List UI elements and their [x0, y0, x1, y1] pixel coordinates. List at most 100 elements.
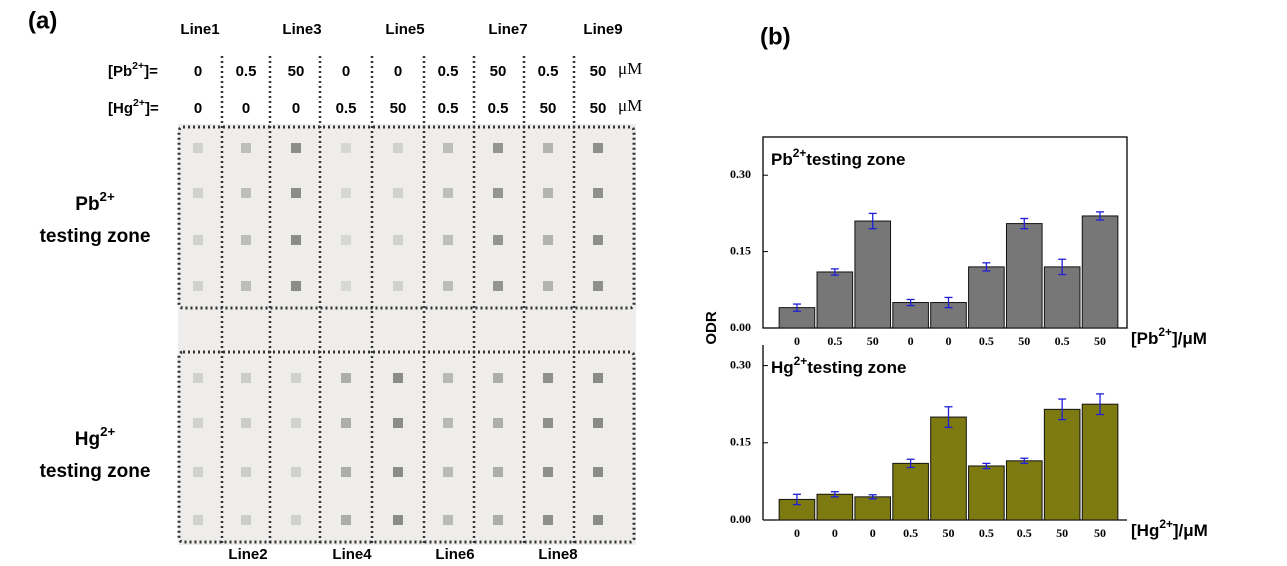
test-spot — [593, 467, 603, 477]
x-tick-label: 50 — [1094, 526, 1106, 540]
test-spot — [393, 373, 403, 383]
concentration: 0 — [194, 100, 202, 117]
x-tick-label: 50 — [1018, 334, 1030, 348]
test-spot — [241, 418, 251, 428]
y-tick-label: 0.15 — [730, 243, 751, 257]
line-label: Line3 — [282, 21, 321, 38]
test-spot — [493, 235, 503, 245]
zone-label: Pb2+ — [75, 189, 115, 215]
bar — [1043, 266, 1081, 329]
test-spot — [593, 515, 603, 525]
test-spot — [241, 467, 251, 477]
text-part: [Hg — [1131, 521, 1159, 540]
test-spot — [593, 281, 603, 291]
bar — [968, 465, 1005, 521]
test-spot — [241, 281, 251, 291]
line-label: Line7 — [488, 21, 527, 38]
error-bar — [868, 212, 877, 230]
test-spot — [291, 235, 301, 245]
test-spot — [193, 515, 203, 525]
superscript: 2+ — [100, 424, 115, 439]
concentration: 0 — [194, 63, 202, 80]
panel-label: (b) — [760, 23, 791, 50]
test-spot — [241, 373, 251, 383]
text-part: testing zone — [807, 358, 906, 377]
test-spot — [291, 418, 301, 428]
test-spot — [443, 373, 453, 383]
concentration: 0.5 — [438, 63, 459, 80]
bar — [892, 302, 929, 329]
test-spot — [393, 418, 403, 428]
chart-title: Pb2+testing zone — [771, 146, 905, 169]
test-spot — [393, 188, 403, 198]
test-spot — [341, 188, 351, 198]
y-axis-label: ODR — [703, 311, 720, 345]
test-spot — [341, 235, 351, 245]
test-spot — [443, 188, 453, 198]
x-axis-label: [Pb2+]/μM — [1131, 325, 1207, 348]
x-tick-label: 0 — [870, 526, 876, 540]
error-bar — [1096, 211, 1105, 221]
superscript: 2+ — [100, 189, 115, 204]
test-spot — [341, 373, 351, 383]
text-part: [Hg — [108, 100, 133, 117]
x-tick-label: 50 — [943, 526, 955, 540]
unit: μM — [618, 96, 642, 115]
test-spot — [291, 143, 301, 153]
concentration: 0.5 — [488, 100, 509, 117]
concentration: 0.5 — [438, 100, 459, 117]
error-bar — [982, 462, 991, 470]
test-spot — [193, 281, 203, 291]
panel-label: (a) — [28, 7, 57, 34]
row-label: [Pb2+]= — [108, 60, 158, 80]
unit: μM — [618, 59, 642, 78]
test-spot — [341, 143, 351, 153]
concentration: 50 — [390, 100, 407, 117]
chart-title: Hg2+testing zone — [771, 354, 906, 377]
strip-background — [178, 124, 636, 545]
x-tick-label: 0.5 — [827, 334, 842, 348]
line-label: Line8 — [538, 546, 577, 563]
test-spot — [493, 515, 503, 525]
test-spot — [291, 467, 301, 477]
test-spot — [443, 143, 453, 153]
zone-label: testing zone — [40, 226, 151, 247]
test-spot — [543, 188, 553, 198]
test-spot — [291, 373, 301, 383]
superscript: 2+ — [1159, 517, 1173, 531]
x-tick-label: 0 — [794, 334, 800, 348]
error-bar — [830, 491, 839, 498]
test-spot — [193, 418, 203, 428]
bar — [854, 220, 892, 329]
test-spot — [593, 188, 603, 198]
test-spot — [593, 143, 603, 153]
y-tick-label: 0.00 — [730, 512, 751, 526]
test-spot — [593, 373, 603, 383]
zone-frame — [177, 350, 636, 544]
concentration: 0 — [342, 63, 350, 80]
text-part: testing zone — [806, 150, 905, 169]
bar — [968, 266, 1005, 329]
concentration: 0.5 — [236, 63, 257, 80]
error-bar — [1096, 393, 1105, 416]
test-spot — [493, 281, 503, 291]
superscript: 2+ — [793, 146, 807, 160]
zone-label: testing zone — [40, 461, 151, 482]
test-spot — [443, 418, 453, 428]
concentration: 50 — [540, 100, 557, 117]
text-part: Hg — [771, 358, 794, 377]
error-bar — [792, 303, 801, 312]
concentration: 0 — [242, 100, 250, 117]
text-part: [Pb — [1131, 329, 1158, 348]
x-tick-label: 0.5 — [903, 526, 918, 540]
test-spot — [543, 373, 553, 383]
error-bar — [1058, 398, 1067, 421]
test-spot — [393, 143, 403, 153]
x-axis-label: [Hg2+]/μM — [1131, 517, 1208, 540]
error-bar — [982, 262, 991, 272]
test-spot — [291, 281, 301, 291]
y-tick-label: 0.30 — [730, 357, 751, 371]
x-tick-label: 0 — [946, 334, 952, 348]
line-label: Line4 — [332, 546, 372, 563]
concentration: 50 — [288, 63, 305, 80]
